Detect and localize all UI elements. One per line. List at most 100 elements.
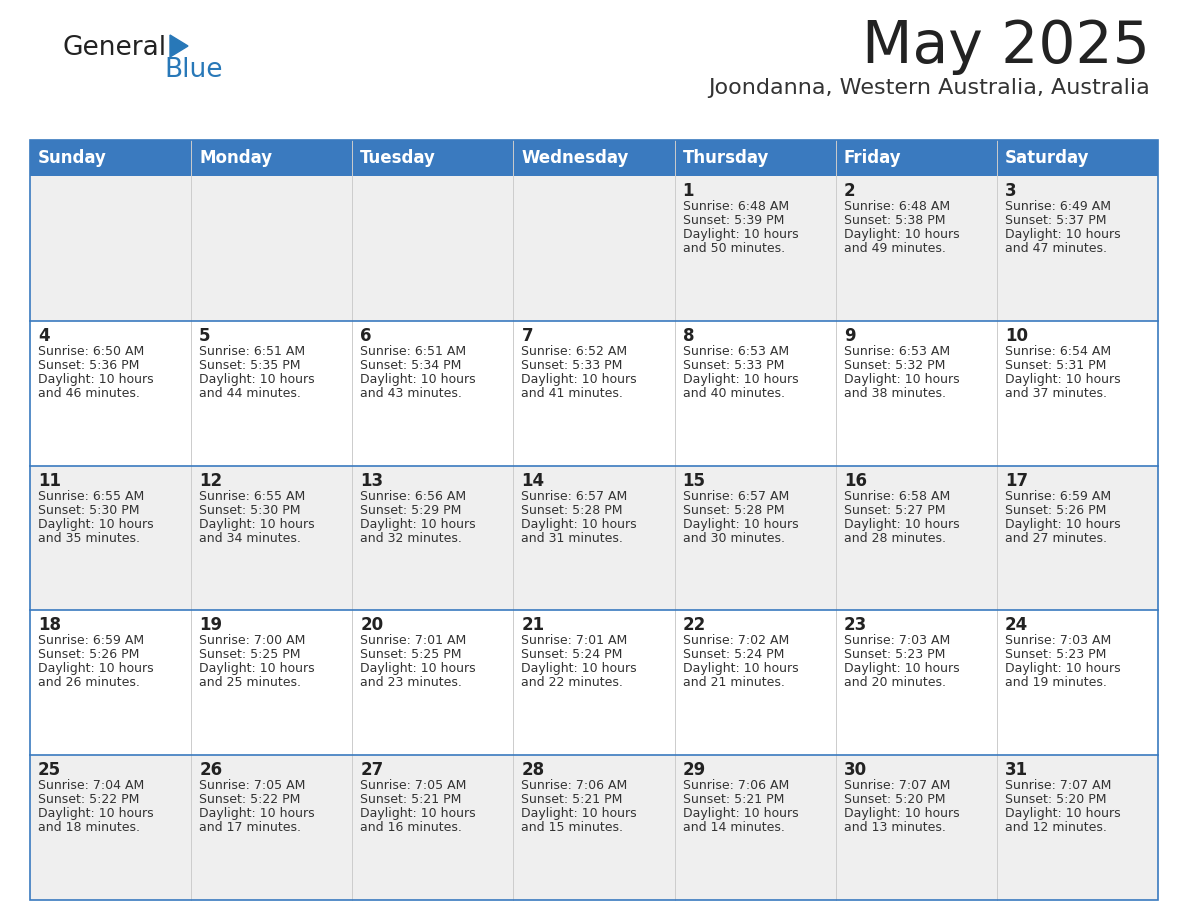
Text: Sunset: 5:21 PM: Sunset: 5:21 PM (360, 793, 462, 806)
Text: 22: 22 (683, 616, 706, 634)
Text: and 26 minutes.: and 26 minutes. (38, 677, 140, 689)
Bar (30, 756, 1158, 900)
Text: and 50 minutes.: and 50 minutes. (683, 242, 785, 255)
Text: Sunrise: 6:55 AM: Sunrise: 6:55 AM (200, 489, 305, 502)
Text: Daylight: 10 hours: Daylight: 10 hours (843, 373, 960, 386)
Text: 27: 27 (360, 761, 384, 779)
Text: and 38 minutes.: and 38 minutes. (843, 386, 946, 400)
Text: Sunset: 5:32 PM: Sunset: 5:32 PM (843, 359, 946, 372)
Text: Sunset: 5:22 PM: Sunset: 5:22 PM (38, 793, 139, 806)
Text: Sunset: 5:29 PM: Sunset: 5:29 PM (360, 504, 462, 517)
Text: Sunrise: 6:53 AM: Sunrise: 6:53 AM (843, 345, 950, 358)
Text: Sunset: 5:25 PM: Sunset: 5:25 PM (200, 648, 301, 661)
Text: 16: 16 (843, 472, 867, 489)
Text: Sunrise: 6:50 AM: Sunrise: 6:50 AM (38, 345, 144, 358)
Text: Sunset: 5:26 PM: Sunset: 5:26 PM (1005, 504, 1106, 517)
Bar (835, 140, 997, 176)
Text: 5: 5 (200, 327, 210, 345)
Text: Daylight: 10 hours: Daylight: 10 hours (1005, 807, 1120, 820)
Text: Sunset: 5:30 PM: Sunset: 5:30 PM (38, 504, 139, 517)
Text: Sunrise: 7:05 AM: Sunrise: 7:05 AM (360, 779, 467, 792)
Text: Daylight: 10 hours: Daylight: 10 hours (1005, 373, 1120, 386)
Text: and 28 minutes.: and 28 minutes. (843, 532, 946, 544)
Text: Sunset: 5:20 PM: Sunset: 5:20 PM (843, 793, 946, 806)
Text: Sunrise: 6:58 AM: Sunrise: 6:58 AM (843, 489, 950, 502)
Text: Daylight: 10 hours: Daylight: 10 hours (843, 663, 960, 676)
Text: Sunrise: 6:59 AM: Sunrise: 6:59 AM (38, 634, 144, 647)
Text: 19: 19 (200, 616, 222, 634)
Text: and 17 minutes.: and 17 minutes. (200, 822, 301, 834)
Text: Daylight: 10 hours: Daylight: 10 hours (522, 807, 637, 820)
Text: Sunrise: 7:05 AM: Sunrise: 7:05 AM (200, 779, 305, 792)
Text: and 27 minutes.: and 27 minutes. (1005, 532, 1107, 544)
Text: 9: 9 (843, 327, 855, 345)
Text: Sunrise: 7:03 AM: Sunrise: 7:03 AM (843, 634, 950, 647)
Text: 2: 2 (843, 182, 855, 200)
Text: Sunrise: 7:00 AM: Sunrise: 7:00 AM (200, 634, 305, 647)
Bar (30, 610, 1158, 756)
Text: and 44 minutes.: and 44 minutes. (200, 386, 301, 400)
Text: Sunset: 5:28 PM: Sunset: 5:28 PM (522, 504, 623, 517)
Text: 7: 7 (522, 327, 533, 345)
Text: 6: 6 (360, 327, 372, 345)
Text: Daylight: 10 hours: Daylight: 10 hours (1005, 663, 1120, 676)
Text: Sunrise: 6:49 AM: Sunrise: 6:49 AM (1005, 200, 1111, 213)
Text: 25: 25 (38, 761, 61, 779)
Text: Daylight: 10 hours: Daylight: 10 hours (843, 807, 960, 820)
Text: 1: 1 (683, 182, 694, 200)
Text: 10: 10 (1005, 327, 1028, 345)
Text: 3: 3 (1005, 182, 1017, 200)
Text: Wednesday: Wednesday (522, 149, 628, 167)
Text: 21: 21 (522, 616, 544, 634)
Text: and 43 minutes.: and 43 minutes. (360, 386, 462, 400)
Text: Sunrise: 7:02 AM: Sunrise: 7:02 AM (683, 634, 789, 647)
Text: 18: 18 (38, 616, 61, 634)
Text: 24: 24 (1005, 616, 1028, 634)
Text: Blue: Blue (164, 57, 222, 83)
Text: Daylight: 10 hours: Daylight: 10 hours (843, 228, 960, 241)
Text: Daylight: 10 hours: Daylight: 10 hours (683, 373, 798, 386)
Text: Sunset: 5:30 PM: Sunset: 5:30 PM (200, 504, 301, 517)
Text: Sunrise: 7:07 AM: Sunrise: 7:07 AM (1005, 779, 1111, 792)
Text: 12: 12 (200, 472, 222, 489)
Text: and 25 minutes.: and 25 minutes. (200, 677, 301, 689)
Text: Sunset: 5:35 PM: Sunset: 5:35 PM (200, 359, 301, 372)
Bar (30, 320, 1158, 465)
Text: 20: 20 (360, 616, 384, 634)
Text: Daylight: 10 hours: Daylight: 10 hours (683, 228, 798, 241)
Text: Sunday: Sunday (38, 149, 107, 167)
Text: and 37 minutes.: and 37 minutes. (1005, 386, 1107, 400)
Text: Daylight: 10 hours: Daylight: 10 hours (200, 663, 315, 676)
Text: Sunset: 5:24 PM: Sunset: 5:24 PM (522, 648, 623, 661)
Text: Sunset: 5:21 PM: Sunset: 5:21 PM (522, 793, 623, 806)
Text: 29: 29 (683, 761, 706, 779)
Text: Sunrise: 7:06 AM: Sunrise: 7:06 AM (522, 779, 627, 792)
Text: Sunset: 5:36 PM: Sunset: 5:36 PM (38, 359, 139, 372)
Text: Sunrise: 6:52 AM: Sunrise: 6:52 AM (522, 345, 627, 358)
Text: 30: 30 (843, 761, 867, 779)
Text: Sunset: 5:39 PM: Sunset: 5:39 PM (683, 214, 784, 227)
Text: and 12 minutes.: and 12 minutes. (1005, 822, 1107, 834)
Text: Sunrise: 6:48 AM: Sunrise: 6:48 AM (683, 200, 789, 213)
Text: Sunset: 5:37 PM: Sunset: 5:37 PM (1005, 214, 1106, 227)
Text: May 2025: May 2025 (862, 18, 1150, 75)
Text: 28: 28 (522, 761, 544, 779)
Text: and 47 minutes.: and 47 minutes. (1005, 242, 1107, 255)
Text: Sunrise: 7:07 AM: Sunrise: 7:07 AM (843, 779, 950, 792)
Polygon shape (170, 35, 188, 57)
Bar (30, 140, 1158, 900)
Text: and 18 minutes.: and 18 minutes. (38, 822, 140, 834)
Text: Daylight: 10 hours: Daylight: 10 hours (683, 663, 798, 676)
Text: Sunrise: 7:06 AM: Sunrise: 7:06 AM (683, 779, 789, 792)
Text: and 32 minutes.: and 32 minutes. (360, 532, 462, 544)
Text: 15: 15 (683, 472, 706, 489)
Text: Daylight: 10 hours: Daylight: 10 hours (200, 518, 315, 531)
Text: 17: 17 (1005, 472, 1028, 489)
Bar (513, 140, 675, 176)
Text: Sunset: 5:28 PM: Sunset: 5:28 PM (683, 504, 784, 517)
Text: Friday: Friday (843, 149, 902, 167)
Text: and 14 minutes.: and 14 minutes. (683, 822, 784, 834)
Text: and 22 minutes.: and 22 minutes. (522, 677, 624, 689)
Text: and 21 minutes.: and 21 minutes. (683, 677, 784, 689)
Bar (997, 140, 1158, 176)
